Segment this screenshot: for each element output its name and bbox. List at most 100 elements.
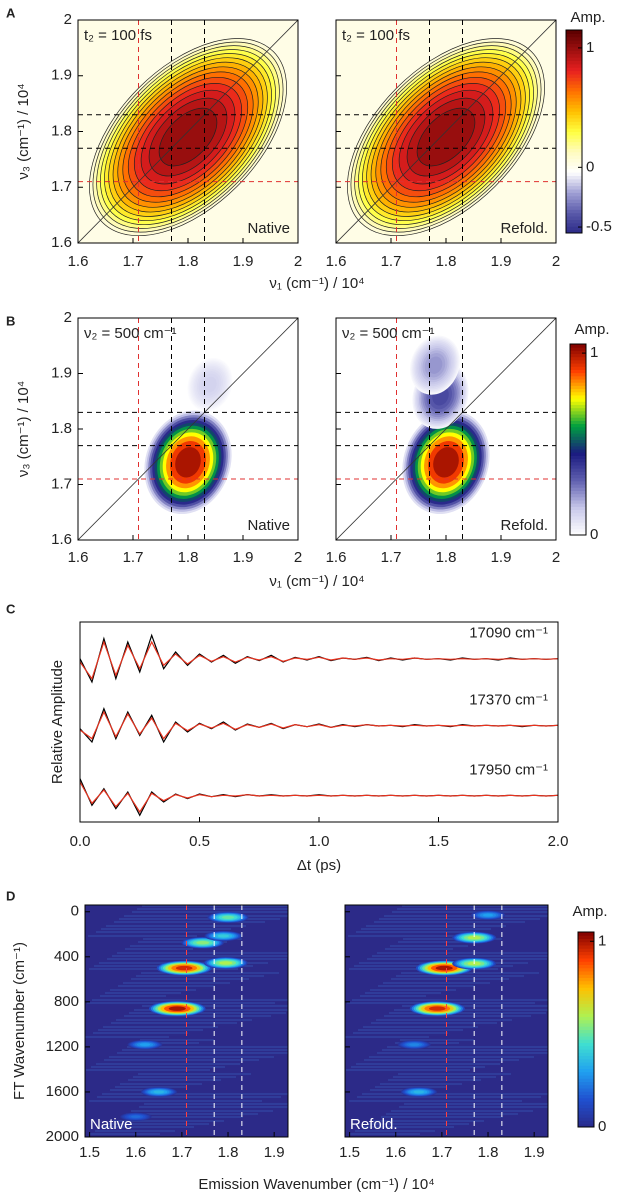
colorbar-segment [578, 1052, 594, 1056]
colorbar-segment [570, 388, 586, 393]
y-tick-label: 800 [54, 993, 79, 1010]
plot-label: Refold. [500, 517, 548, 534]
colorbar-segment [578, 990, 594, 995]
colorbar-segment [566, 104, 582, 109]
x-tick-label: 2 [552, 253, 560, 270]
x-tick-label: 1.7 [123, 253, 144, 270]
y-tick-label: 2 [64, 309, 72, 326]
diagonal [336, 318, 556, 540]
colorbar-segment [570, 477, 586, 482]
x-tick-label: 1.6 [385, 1144, 406, 1161]
peak [467, 935, 481, 940]
panel-label: B [6, 313, 15, 328]
x-tick-label: 1.9 [491, 253, 512, 270]
x-axis-label: Emission Wavenumber (cm⁻¹) / 10⁴ [198, 1176, 434, 1193]
x-axis-label: ν₁ (cm⁻¹) / 10⁴ [269, 275, 364, 292]
colorbar-segment [578, 1084, 594, 1089]
y-tick-label: 1.6 [51, 531, 72, 548]
x-tick-label: 1.6 [125, 1144, 146, 1161]
y-tick-label: 2 [64, 11, 72, 28]
colorbar-segment [578, 1107, 594, 1112]
corner-text: ν₂ = 500 cm⁻¹ [342, 325, 435, 342]
x-tick-label: 1.5 [79, 1144, 100, 1161]
x-axis-label: ν₁ (cm⁻¹) / 10⁴ [269, 573, 364, 590]
colorbar-segment [570, 493, 586, 498]
colorbar-segment [566, 67, 582, 72]
x-tick-label: 1.8 [436, 549, 457, 566]
colorbar-segment [578, 1019, 594, 1024]
colorbar-segment [578, 1055, 594, 1060]
colorbar-segment [570, 480, 586, 485]
x-tick-label: 1.5 [428, 833, 449, 850]
colorbar-segment [578, 1006, 594, 1011]
colorbar-tick-label: 0 [598, 1118, 606, 1135]
colorbar-segment [570, 490, 586, 495]
colorbar-segment [566, 185, 582, 190]
colorbar-segment [570, 506, 586, 511]
colorbar-frame [569, 343, 587, 536]
plot-label: Refold. [500, 220, 548, 237]
colorbar-segment [570, 347, 586, 351]
colorbar-segment [570, 496, 586, 501]
trace [79, 710, 559, 740]
plot-background [345, 905, 548, 1137]
x-tick-label: 1.7 [171, 1144, 192, 1161]
x-tick-label: 2 [294, 549, 302, 566]
corner-text: t₂ = 100 fs [342, 27, 410, 44]
colorbar-segment [566, 209, 582, 214]
colorbar-segment [566, 70, 582, 75]
plot-area [85, 905, 288, 1137]
x-tick-label: 1.8 [478, 1144, 499, 1161]
colorbar-segment [578, 1049, 594, 1053]
colorbar-segment [566, 195, 582, 200]
panel-label: C [6, 601, 16, 616]
colorbar-segment [570, 499, 586, 504]
colorbar-segment [566, 145, 582, 149]
y-tick-label: 1.8 [51, 420, 72, 437]
colorbar-segment [578, 980, 594, 985]
colorbar-segment [566, 138, 582, 143]
colorbar-segment [566, 46, 582, 51]
colorbar-segment [566, 212, 582, 217]
colorbar-segment [566, 33, 582, 38]
panel-label: A [6, 5, 16, 20]
colorbar-segment [578, 1101, 594, 1105]
colorbar-segment [578, 997, 594, 1001]
colorbar-segment [578, 971, 594, 975]
colorbar-segment [570, 512, 586, 517]
x-tick-label: 1.6 [68, 549, 89, 566]
x-tick-label: 1.8 [436, 253, 457, 270]
x-tick-label: 1.8 [178, 253, 199, 270]
colorbar-segment [570, 503, 586, 507]
colorbar-segment [578, 1091, 594, 1095]
colorbar-segment [570, 414, 586, 418]
colorbar-segment [566, 43, 582, 48]
colorbar-segment [578, 1016, 594, 1021]
plot-area [336, 20, 556, 243]
colorbar-tick-label: -0.5 [586, 218, 612, 235]
colorbar-segment [578, 1042, 594, 1047]
x-tick-label: 1.8 [218, 1144, 239, 1161]
colorbar-segment [566, 128, 582, 132]
peak [435, 965, 453, 971]
peak [203, 376, 217, 393]
colorbar-segment [570, 401, 586, 405]
colorbar-segment [578, 1013, 594, 1017]
plot-area [78, 318, 298, 540]
x-tick-label: 1.7 [123, 549, 144, 566]
colorbar-segment [570, 379, 586, 383]
colorbar-segment [578, 1036, 594, 1040]
colorbar-segment [578, 1094, 594, 1099]
colorbar-segment [566, 226, 582, 231]
colorbar-tick-label: 1 [590, 344, 598, 361]
colorbar-segment [578, 1120, 594, 1125]
colorbar-segment [570, 484, 586, 488]
colorbar-segment [566, 30, 582, 34]
plot-label: Native [90, 1116, 133, 1133]
colorbar-segment [570, 509, 586, 514]
colorbar-segment [566, 182, 582, 187]
plot-area [336, 318, 556, 540]
colorbar-segment [566, 155, 582, 160]
colorbar-segment [570, 356, 586, 361]
colorbar-segment [566, 111, 582, 116]
